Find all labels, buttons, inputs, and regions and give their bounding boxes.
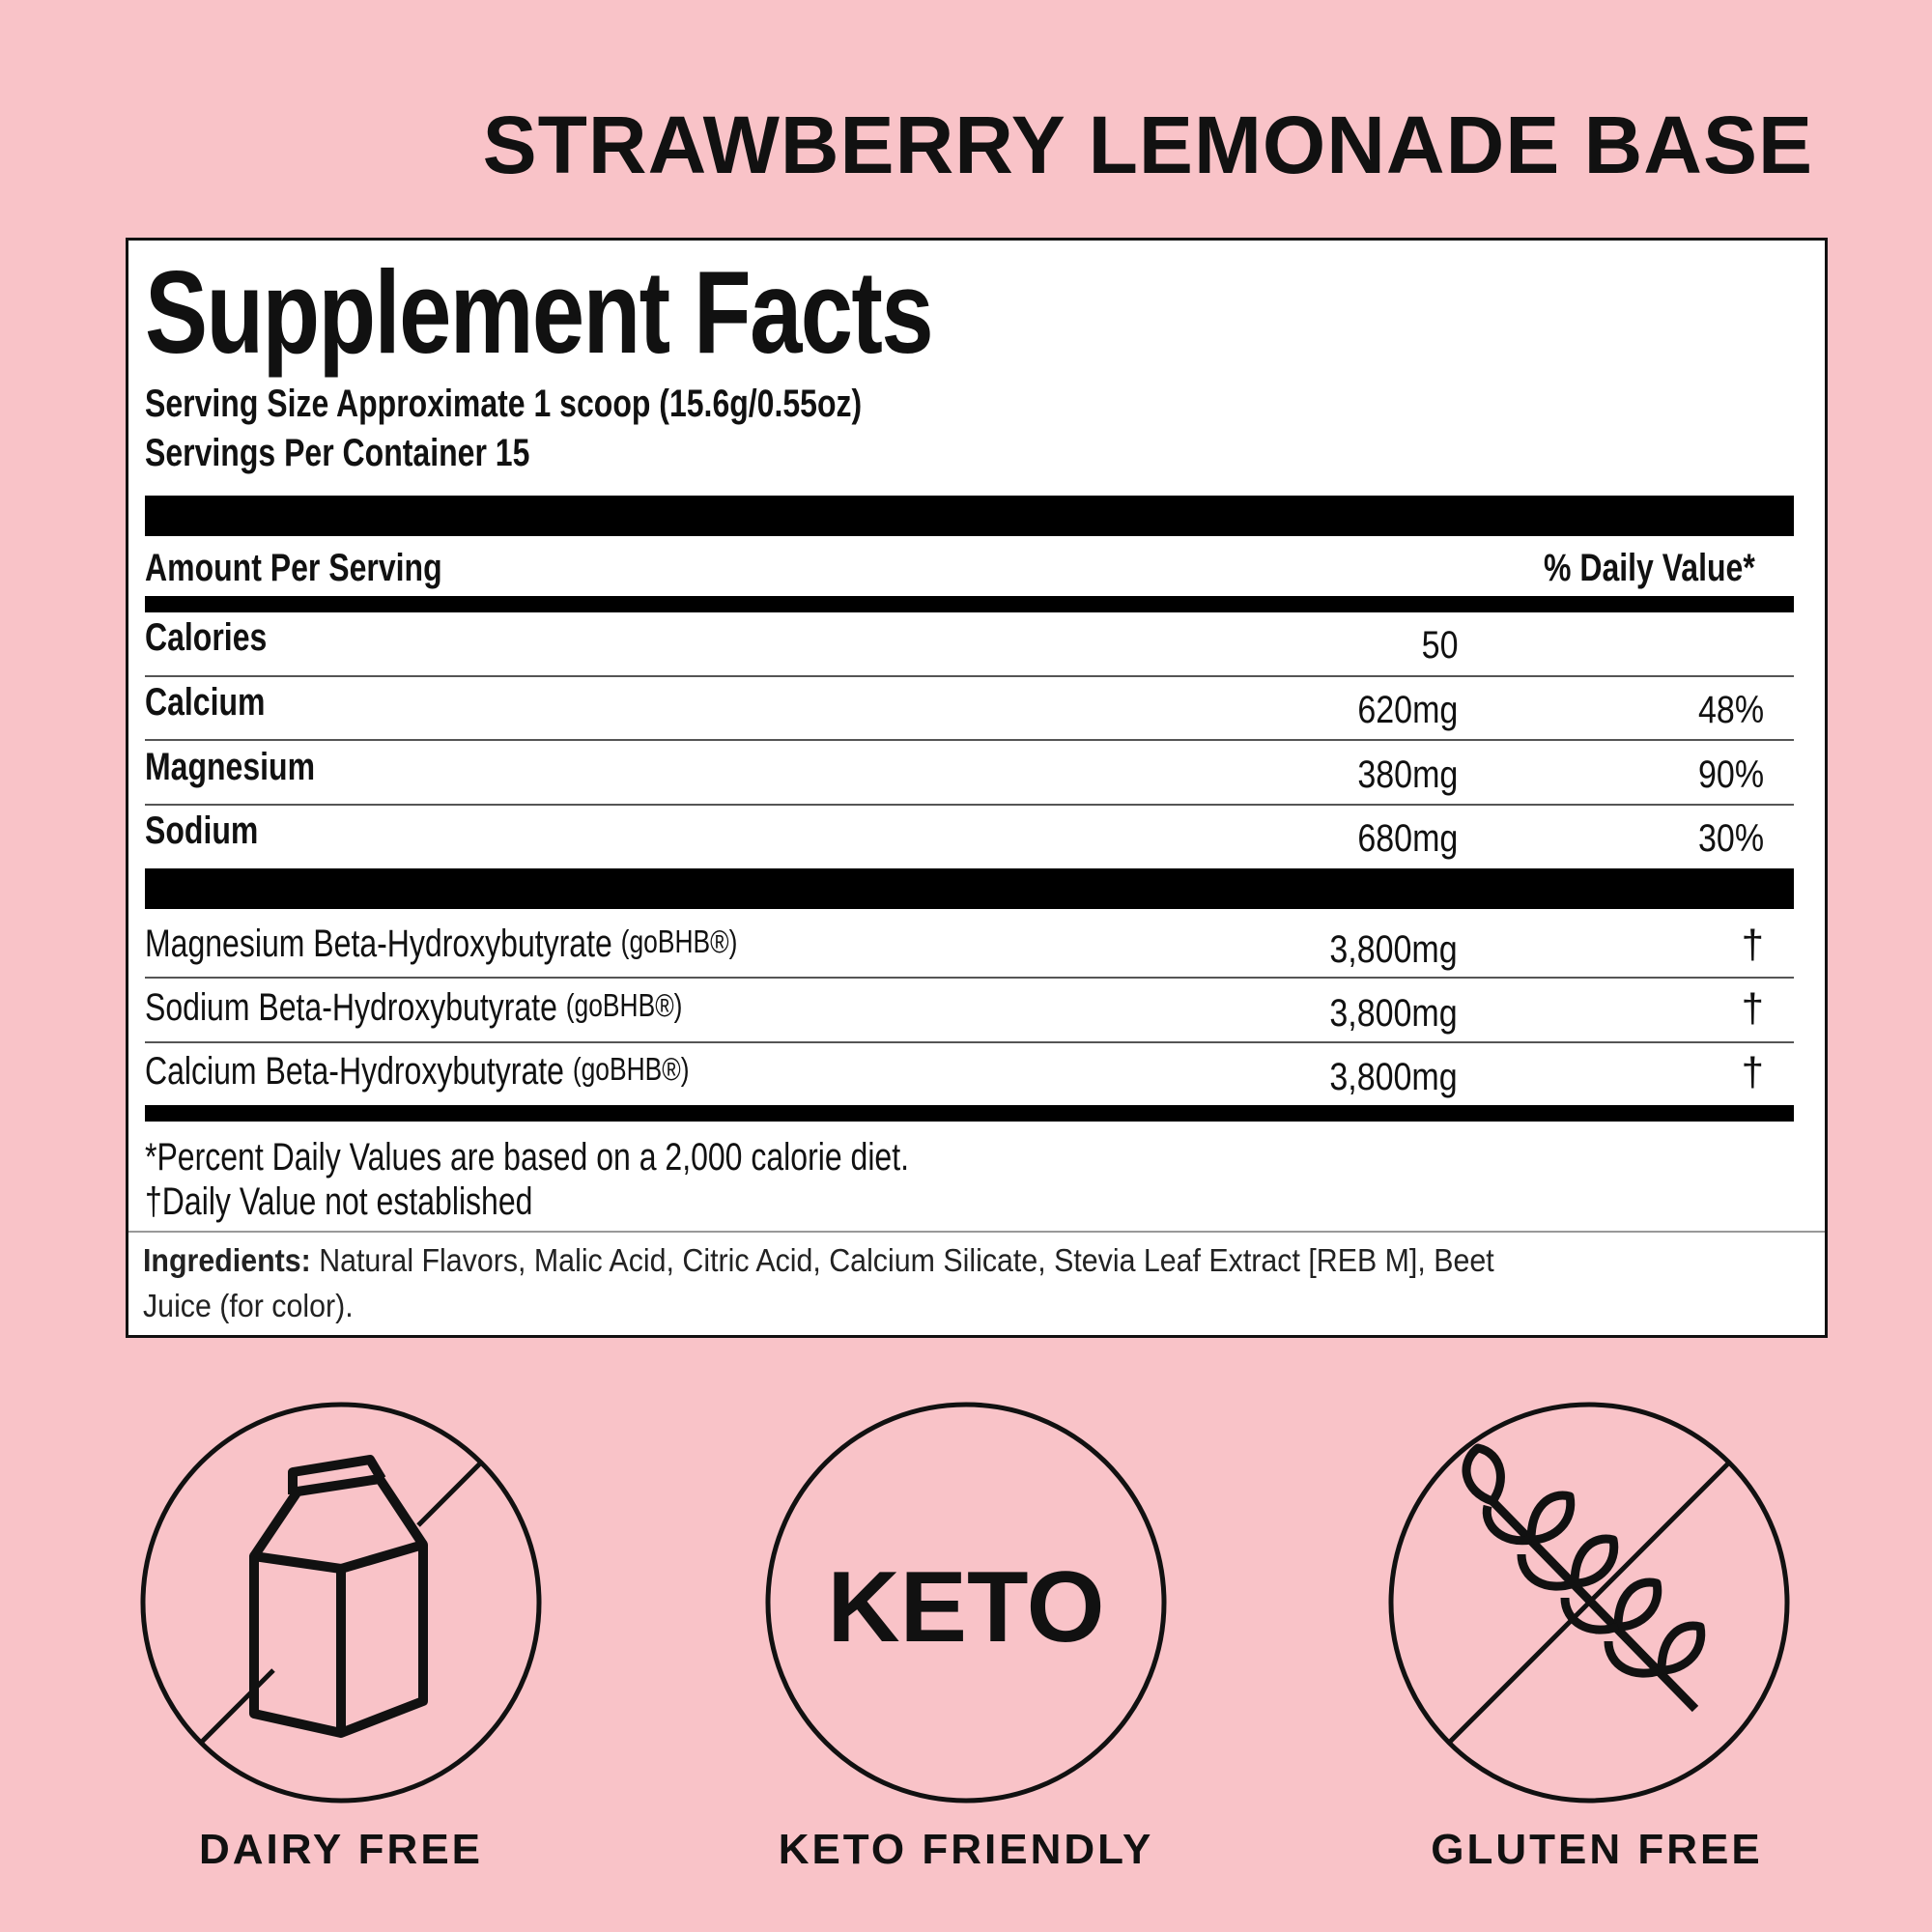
ingredient-amount: 3,800mg — [1329, 1056, 1458, 1098]
nutrient-name: Calcium — [145, 681, 266, 724]
ingredient-amount: 3,800mg — [1329, 928, 1458, 971]
row-divider — [145, 804, 1794, 806]
ingredient-daily-value: † — [1741, 922, 1764, 967]
ingredient-brand: (goBHB®) — [565, 987, 683, 1023]
nutrient-daily-value: 30% — [1697, 817, 1764, 860]
nutrient-daily-value: 90% — [1697, 753, 1764, 796]
divider-medium — [145, 596, 1794, 612]
ingredient-brand: (goBHB®) — [620, 923, 738, 959]
ingredient-daily-value: † — [1741, 985, 1764, 1031]
milk-carton-crossed-icon — [140, 1402, 542, 1804]
footnote-daily-values: *Percent Daily Values are based on a 2,0… — [145, 1136, 909, 1179]
nutrient-daily-value: 48% — [1697, 689, 1764, 731]
nutrient-amount: 680mg — [1357, 817, 1458, 860]
keto-badge-text: KETO — [827, 1551, 1105, 1663]
ingredients-text-continued: Juice (for color). — [143, 1288, 354, 1323]
dv-header: % Daily Value* — [1544, 547, 1755, 589]
row-divider — [145, 739, 1794, 741]
badge-label-dairy-free: DAIRY FREE — [198, 1826, 484, 1873]
divider-medium — [145, 1105, 1794, 1122]
amount-header: Amount Per Serving — [145, 547, 442, 589]
ingredient-brand: (goBHB®) — [572, 1051, 690, 1087]
supplement-facts-panel — [126, 238, 1828, 1338]
ingredient-daily-value: † — [1741, 1049, 1764, 1094]
row-divider — [145, 675, 1794, 677]
ingredient-name: Calcium Beta-Hydroxybutyrate — [145, 1050, 564, 1093]
nutrient-name: Magnesium — [145, 746, 316, 788]
nutrient-name: Sodium — [145, 810, 259, 852]
servings-per-container: Servings Per Container 15 — [145, 432, 530, 474]
ingredients-label: Ingredients: — [143, 1242, 311, 1278]
product-heading: STRAWBERRY LEMONADE BASE — [482, 99, 1813, 190]
nutrient-name: Calories — [145, 616, 268, 659]
wheat-crossed-icon — [1388, 1402, 1790, 1804]
ingredient-name: Sodium Beta-Hydroxybutyrate — [145, 986, 557, 1029]
serving-size: Serving Size Approximate 1 scoop (15.6g/… — [145, 383, 863, 425]
nutrient-amount: 50 — [1421, 624, 1458, 667]
nutrient-amount: 380mg — [1357, 753, 1458, 796]
ingredient-name: Magnesium Beta-Hydroxybutyrate — [145, 923, 612, 965]
ingredient-amount: 3,800mg — [1329, 992, 1458, 1035]
badge-label-gluten-free: GLUTEN FREE — [1431, 1826, 1763, 1873]
divider-thin — [128, 1231, 1825, 1233]
divider-thick — [145, 868, 1794, 909]
badge-label-keto-friendly: KETO FRIENDLY — [778, 1826, 1154, 1873]
divider-thick — [145, 496, 1794, 536]
row-divider — [145, 1041, 1794, 1043]
ingredients-text: Natural Flavors, Malic Acid, Citric Acid… — [319, 1242, 1494, 1278]
footnote-not-established: †Daily Value not established — [145, 1180, 533, 1223]
keto-icon — [765, 1402, 1167, 1804]
panel-title: Supplement Facts — [145, 246, 934, 378]
nutrient-amount: 620mg — [1357, 689, 1458, 731]
row-divider — [145, 977, 1794, 979]
